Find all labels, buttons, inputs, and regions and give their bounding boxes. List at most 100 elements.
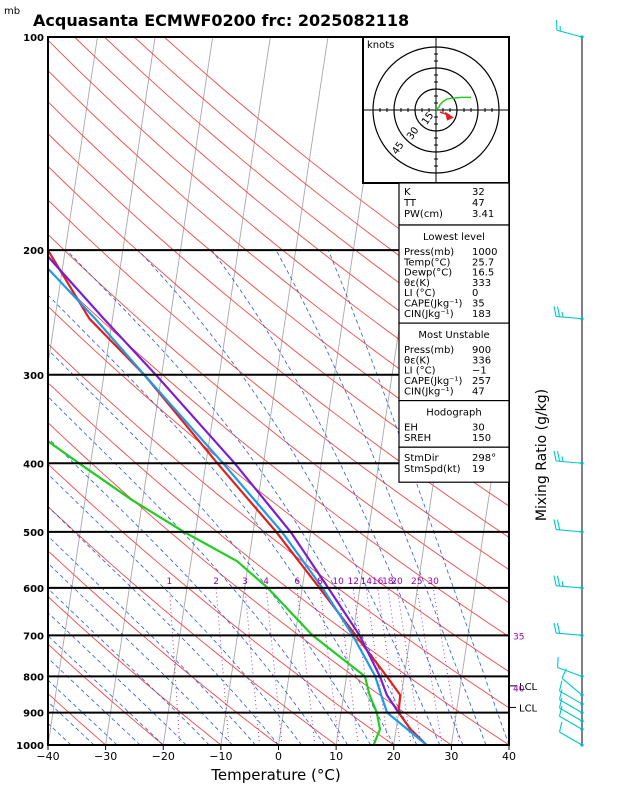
index-label: PW(cm) xyxy=(404,209,443,220)
wind-barb xyxy=(558,705,584,731)
wind-barb-flag xyxy=(558,680,563,692)
isotherm xyxy=(48,37,156,745)
hodograph-trace xyxy=(435,96,471,111)
index-label: Temp(°C) xyxy=(403,257,451,268)
mixing-ratio-label: 25 xyxy=(411,577,422,587)
dry-adiabat xyxy=(48,305,509,673)
wind-barb-flag xyxy=(558,705,563,717)
wind-barb-flag xyxy=(558,697,563,709)
dry-adiabat xyxy=(48,233,509,604)
moist-adiabat xyxy=(48,635,164,745)
wind-barb-shaft xyxy=(556,632,583,636)
wind-barb xyxy=(553,519,584,534)
moist-adiabat xyxy=(48,722,72,745)
index-value: 900 xyxy=(472,345,491,356)
hodograph-units-label: knots xyxy=(367,40,394,51)
mixing-ratio-label: 3 xyxy=(242,577,248,587)
index-value: 30 xyxy=(472,423,485,434)
indices-section-title: Most Unstable xyxy=(418,330,489,341)
indices-box xyxy=(398,322,510,402)
mixing-ratio-line xyxy=(387,587,412,745)
dry-adiabat xyxy=(48,550,279,745)
pressure-tick-labels: 1000 900 800 700 600 500 400 300 200 100 xyxy=(16,33,44,752)
mixing-ratio-line xyxy=(365,587,389,745)
index-value: 183 xyxy=(472,309,491,320)
hodograph-ring xyxy=(414,88,458,132)
wind-barb-flag xyxy=(561,581,564,587)
wind-barb-shaft xyxy=(559,699,583,714)
mixing-ratio-label: 8 xyxy=(317,577,323,587)
x-tick-label: −40 xyxy=(36,750,59,763)
indices-section-title: Hodograph xyxy=(426,408,481,419)
index-label: CIN(Jkg⁻¹) xyxy=(404,309,454,320)
pressure-tick-label: 300 xyxy=(23,371,44,382)
indices-box xyxy=(398,446,510,483)
pressure-tick-label: 800 xyxy=(23,672,44,683)
dry-adiabat xyxy=(48,382,509,745)
pressure-tick-label: 200 xyxy=(23,246,44,257)
x-tick-label: 10 xyxy=(329,750,343,763)
pressure-tick-label: 600 xyxy=(23,584,44,595)
pressure-tick-label: 100 xyxy=(23,33,44,44)
wind-barb-shaft xyxy=(559,715,583,730)
mixing-ratio-line xyxy=(215,587,230,745)
index-label: Press(mb) xyxy=(404,345,454,356)
x-tick-label: 20 xyxy=(387,750,401,763)
wind-barb-flag xyxy=(561,456,564,462)
mixing-ratio-line xyxy=(432,587,460,745)
temperature-tick-labels: −40 −30 −20 −10 0 10 20 30 40 xyxy=(36,745,516,763)
wind-barb-shaft xyxy=(561,677,583,696)
trace-temperature xyxy=(48,246,428,745)
wind-barb-flag xyxy=(556,450,561,462)
wind-barb xyxy=(553,450,584,465)
dry-adiabat xyxy=(48,505,337,745)
wind-barb-flag xyxy=(558,721,563,733)
mixing-ratio-line xyxy=(168,587,181,745)
wind-barb-flag xyxy=(556,575,561,587)
index-label: θε(K) xyxy=(404,355,430,366)
wind-barb xyxy=(558,680,584,706)
hodograph-ring xyxy=(372,46,500,174)
moist-adiabat xyxy=(48,396,349,745)
isotherm xyxy=(220,37,329,745)
dry-adiabat xyxy=(48,463,395,745)
index-label: CAPE(Jkg⁻¹) xyxy=(404,376,462,387)
lcl-label: LCL xyxy=(519,682,538,693)
wind-barb-shaft xyxy=(556,585,583,589)
wind-barb-base xyxy=(580,461,584,465)
index-label: LI (°C) xyxy=(404,288,436,299)
isotherm xyxy=(162,37,271,745)
pressure-unit-label: mb xyxy=(4,6,20,17)
dry-adiabat xyxy=(48,269,509,638)
wind-barb-base xyxy=(580,317,584,321)
index-label: TT xyxy=(403,198,417,209)
wind-barb-shaft xyxy=(557,666,583,677)
wind-barb-flag xyxy=(553,519,557,530)
wind-barb xyxy=(558,721,584,747)
moist-adiabat xyxy=(48,588,210,745)
indices-box xyxy=(398,400,510,448)
wind-barb xyxy=(553,622,584,637)
wind-barb-base xyxy=(580,530,584,534)
isotherm xyxy=(48,37,98,367)
wind-barb-base xyxy=(580,35,584,39)
index-value: 25.7 xyxy=(472,257,494,268)
wind-barb-base xyxy=(580,586,584,590)
wind-barb-shaft xyxy=(559,731,583,746)
moist-adiabat xyxy=(48,744,49,745)
chart-title: Acquasanta ECMWF0200 frc: 2025082118 xyxy=(33,11,409,30)
moist-adiabat xyxy=(48,349,372,745)
dry-adiabat xyxy=(48,165,509,539)
wind-barb-shaft xyxy=(556,315,583,320)
wind-barb-base xyxy=(580,633,584,637)
index-value: 0 xyxy=(472,288,478,299)
mixing-ratio-line xyxy=(352,587,375,745)
index-value: 3.41 xyxy=(472,209,494,220)
wind-barb-flag xyxy=(557,657,559,668)
wind-barb-flag xyxy=(556,623,561,634)
background-grid xyxy=(48,37,509,745)
index-value: 47 xyxy=(472,198,485,209)
x-tick-label: −20 xyxy=(152,750,175,763)
index-value: 35 xyxy=(472,299,485,310)
